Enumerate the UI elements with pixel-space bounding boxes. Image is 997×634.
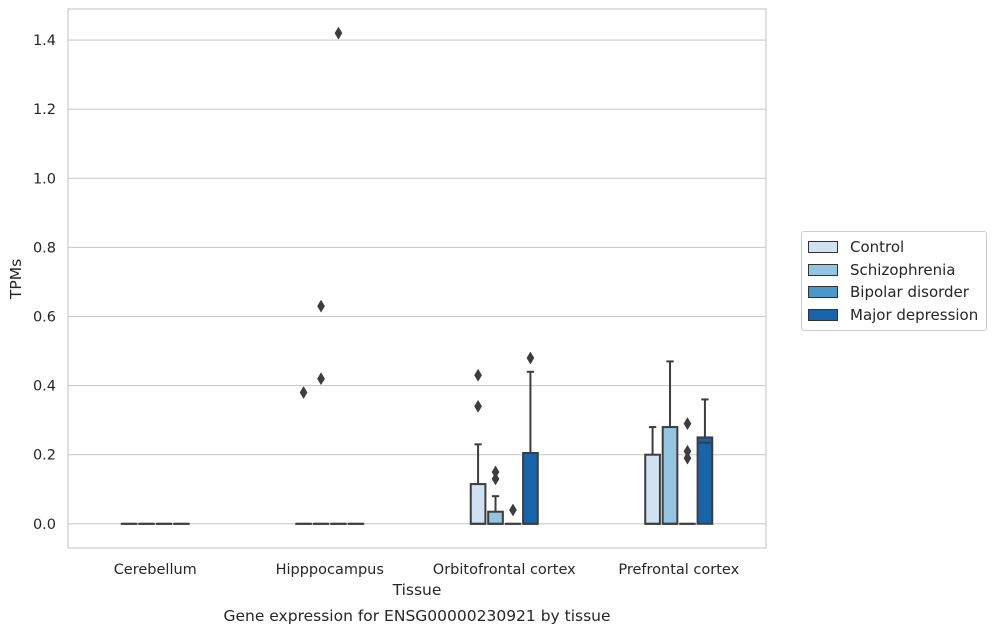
outlier-point: [474, 368, 482, 382]
box-group: [644, 426, 661, 525]
plot-frame: [67, 8, 767, 549]
box-group: [295, 386, 312, 525]
box-group: [469, 368, 487, 525]
box: [644, 453, 661, 525]
outlier-point: [317, 372, 325, 386]
legend-swatch-schizophrenia: [808, 263, 838, 276]
box-group: [330, 26, 347, 525]
y-tick-label: 0.8: [33, 240, 56, 256]
outlier-point: [317, 299, 325, 313]
outlier-point: [526, 351, 535, 365]
outlier-point: [683, 417, 692, 431]
legend-swatch-control: [808, 241, 838, 254]
x-tick-label: Hipppocampus: [276, 562, 384, 578]
box-group: [312, 299, 330, 525]
box: [696, 436, 714, 525]
box-group: [696, 398, 714, 525]
outlier-point: [509, 503, 517, 517]
outlier-point: [683, 451, 692, 465]
legend-item-bipolar-disorder: Bipolar disorder: [808, 281, 986, 304]
legend-label-bipolar-disorder: Bipolar disorder: [850, 283, 969, 302]
y-axis-label: TPMs: [7, 259, 25, 300]
box-plots: [120, 26, 714, 525]
outlier-point: [491, 465, 500, 479]
box: [469, 483, 487, 525]
y-tick-label: 0.4: [33, 379, 56, 395]
box: [661, 426, 679, 525]
legend-item-major-depression: Major depression: [808, 304, 986, 327]
y-tick-label: 0.6: [33, 310, 56, 326]
y-tick-label: 0.0: [33, 517, 56, 533]
box-group: [504, 503, 522, 525]
outlier-point: [683, 444, 692, 458]
x-tick-label: Orbitofrontal cortex: [433, 562, 576, 578]
box-group: [661, 360, 679, 525]
y-tick-label: 1.0: [33, 171, 56, 187]
outlier-point: [299, 386, 308, 400]
y-gridlines: [68, 39, 766, 525]
legend: Control Schizophrenia Bipolar disorder M…: [801, 231, 987, 331]
y-tick-label: 1.2: [33, 102, 56, 118]
box: [487, 510, 504, 525]
legend-label-schizophrenia: Schizophrenia: [850, 260, 956, 279]
outlier-point: [491, 472, 500, 486]
legend-label-control: Control: [850, 238, 905, 257]
outlier-point: [474, 399, 482, 413]
x-axis-label: Tissue: [392, 581, 442, 599]
box-group: [522, 351, 539, 525]
box-group: [487, 465, 504, 525]
box: [522, 451, 539, 525]
y-tick-labels: 0.0 0.2 0.4 0.6 0.8 1.0 1.2 1.4: [33, 33, 56, 533]
y-tick-label: 0.2: [33, 448, 56, 464]
legend-item-schizophrenia: Schizophrenia: [808, 259, 986, 282]
outlier-point: [334, 26, 343, 40]
legend-label-major-depression: Major depression: [850, 305, 979, 324]
box-group: [679, 417, 696, 525]
legend-swatch-bipolar-disorder: [808, 286, 838, 299]
legend-swatch-major-depression: [808, 308, 838, 321]
y-tick-label: 1.4: [33, 33, 56, 49]
x-tick-label: Prefrontal cortex: [618, 562, 739, 578]
legend-item-control: Control: [808, 236, 986, 259]
x-tick-label: Cerebellum: [114, 562, 197, 578]
x-tick-labels: Cerebellum Hipppocampus Orbitofrontal cort…: [114, 562, 740, 578]
figure-caption: Gene expression for ENSG00000230921 by t…: [223, 607, 611, 625]
